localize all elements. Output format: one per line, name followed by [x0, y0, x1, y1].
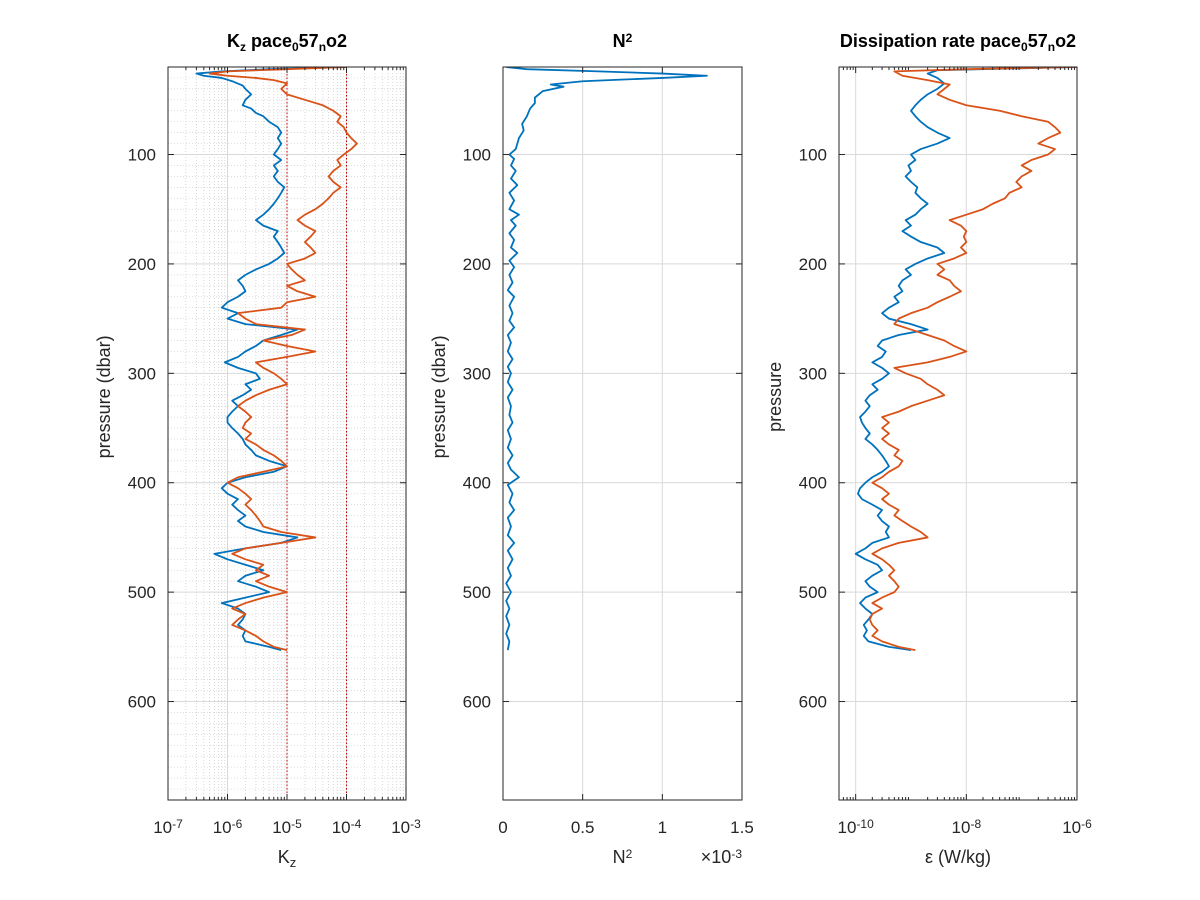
- grid: [167, 66, 407, 801]
- y-axis-label: pressure (dbar): [94, 335, 114, 458]
- x-tick-label: 1.5: [730, 818, 754, 837]
- chart-title: N2: [613, 31, 633, 51]
- y-axis-label: pressure (dbar): [429, 335, 449, 458]
- x-axis-label: N2: [613, 847, 633, 867]
- y-tick-label: 400: [128, 474, 156, 493]
- y-tick-label: 500: [463, 583, 491, 602]
- y-axis-label: pressure: [765, 362, 785, 432]
- panel-2: 0 0.5 1 1.5 100 200 300 400 500 600 N2 N2 ×10-3 press…: [429, 31, 754, 867]
- y-tick-label: 300: [799, 364, 827, 383]
- x-axis-multiplier: ×10-3: [701, 847, 743, 867]
- y-tick-label: 300: [463, 364, 491, 383]
- chart-title: Kz pace057no2: [227, 31, 347, 54]
- y-tick-label: 200: [128, 255, 156, 274]
- x-axis-label: Kz: [278, 847, 297, 870]
- x-tick-label: 10-4: [332, 817, 362, 837]
- y-tick-label: 100: [799, 146, 827, 165]
- plot-area: [839, 67, 1077, 800]
- y-tick-label: 400: [463, 474, 491, 493]
- series-line-2: [868, 67, 1077, 652]
- y-tick-label: 100: [463, 146, 491, 165]
- y-tick-label: 200: [799, 255, 827, 274]
- panel-1: 10-7 10-6 10-5 10-4 10-3 100 200 300 400 500 600 Kz…: [94, 31, 421, 870]
- y-tick-label: 500: [128, 583, 156, 602]
- x-tick-label: 10-10: [838, 817, 875, 837]
- series-line-1: [854, 67, 1077, 652]
- y-tick-label: 500: [799, 583, 827, 602]
- y-tick-label: 100: [128, 146, 156, 165]
- chart-title: Dissipation rate pace057no2: [840, 31, 1076, 54]
- series-line-1: [195, 67, 347, 651]
- series-line-1: [505, 67, 708, 651]
- series-line-2: [208, 67, 358, 651]
- y-tick-label: 600: [799, 693, 827, 712]
- x-tick-label: 10-6: [213, 817, 243, 837]
- x-tick-label: 10-5: [272, 817, 302, 837]
- grid: [839, 67, 1078, 800]
- y-tick-label: 600: [128, 693, 156, 712]
- axes-box: [502, 66, 743, 801]
- x-tick-label: 10-6: [1062, 817, 1092, 837]
- x-tick-label: 10-8: [952, 817, 982, 837]
- x-axis-label: ε (W/kg): [925, 847, 991, 867]
- y-tick-label: 200: [463, 255, 491, 274]
- x-tick-label: 10-3: [391, 817, 421, 837]
- x-tick-label: 0.5: [571, 818, 595, 837]
- panel-3: 10-10 10-8 10-6 100 200 300 400 500 600 Dissipati…: [765, 31, 1092, 867]
- x-tick-label: 1: [658, 818, 667, 837]
- x-tick-label: 0: [498, 818, 507, 837]
- x-tick-label: 10-7: [153, 817, 183, 837]
- y-tick-label: 600: [463, 693, 491, 712]
- y-tick-label: 400: [799, 474, 827, 493]
- plot-area: [503, 67, 742, 800]
- y-tick-label: 300: [128, 364, 156, 383]
